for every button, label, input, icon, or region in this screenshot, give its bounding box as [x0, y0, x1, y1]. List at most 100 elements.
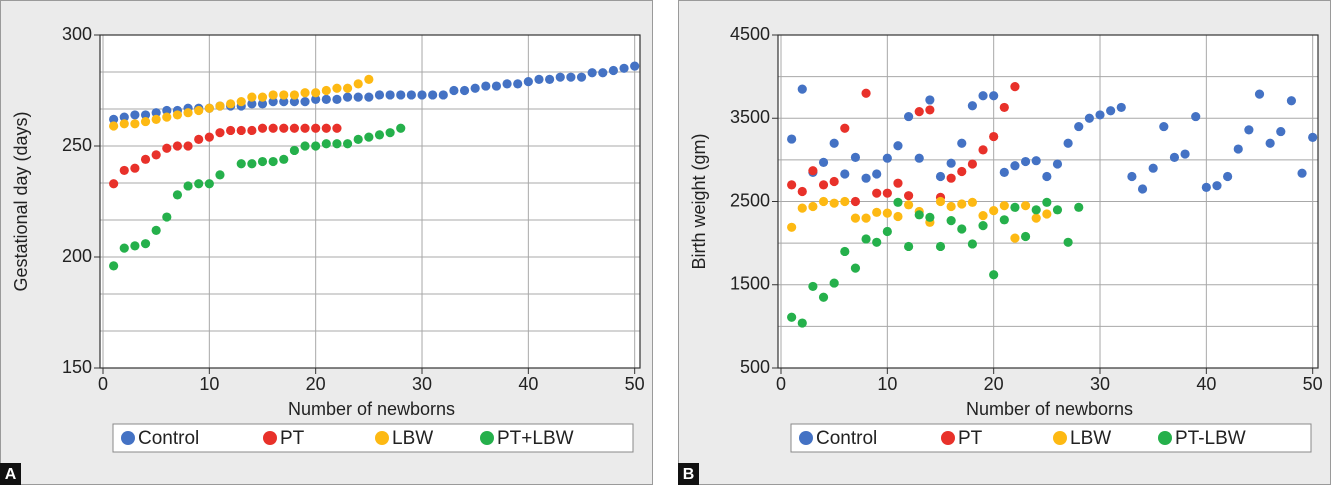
point: [1191, 111, 1201, 122]
y-tick-label: 300: [62, 24, 92, 44]
legend-marker: [121, 431, 135, 445]
point: [829, 176, 839, 187]
point: [268, 90, 278, 100]
point: [183, 141, 193, 151]
point: [872, 169, 882, 179]
point: [978, 145, 988, 155]
point: [109, 114, 119, 124]
point: [311, 94, 321, 104]
point: [140, 116, 151, 127]
point: [1201, 182, 1211, 192]
point: [914, 106, 924, 117]
point: [946, 158, 956, 168]
point: [1052, 159, 1063, 169]
point: [119, 165, 129, 176]
point: [279, 90, 289, 100]
point: [300, 97, 310, 107]
point: [438, 90, 448, 100]
point: [374, 90, 385, 100]
point: [999, 102, 1009, 113]
point: [1031, 205, 1041, 215]
point: [406, 90, 416, 100]
point: [882, 226, 892, 237]
point: [925, 95, 935, 105]
point: [1169, 152, 1180, 162]
point: [840, 246, 850, 257]
point: [247, 159, 257, 169]
point: [946, 173, 956, 183]
point: [162, 212, 172, 222]
legend-marker: [480, 431, 494, 445]
point: [576, 72, 587, 82]
point: [808, 201, 818, 212]
point: [850, 152, 861, 162]
point: [342, 92, 353, 102]
point: [289, 97, 300, 107]
point: [119, 119, 129, 129]
point: [449, 85, 459, 96]
point: [268, 156, 278, 167]
x-tick-label: 20: [306, 374, 326, 394]
point: [162, 112, 172, 122]
point: [279, 154, 289, 164]
point: [840, 196, 850, 207]
legend-label: PT+LBW: [497, 428, 574, 449]
point: [1031, 213, 1041, 223]
point: [428, 90, 438, 100]
legend-marker: [1053, 431, 1067, 445]
point: [787, 312, 797, 322]
point: [1148, 163, 1158, 173]
point: [829, 138, 839, 148]
point: [311, 88, 321, 98]
point: [1010, 202, 1020, 212]
point: [321, 139, 331, 149]
point: [989, 131, 999, 142]
point: [935, 196, 946, 207]
point: [300, 88, 310, 98]
point: [236, 97, 246, 107]
point: [257, 92, 268, 102]
point: [861, 173, 871, 183]
point: [630, 61, 640, 71]
point: [289, 90, 300, 100]
point: [904, 200, 914, 210]
point: [566, 72, 576, 82]
point: [1159, 121, 1169, 132]
y-tick-label: 3500: [730, 107, 770, 127]
point: [151, 108, 161, 118]
point: [946, 216, 956, 226]
point: [215, 170, 225, 180]
point: [1020, 231, 1031, 242]
point: [353, 79, 363, 89]
point: [957, 166, 967, 177]
point: [957, 224, 967, 234]
point: [1254, 89, 1265, 99]
point: [353, 134, 363, 144]
legend-marker: [799, 431, 813, 445]
point: [257, 123, 268, 133]
x-tick-label: 10: [877, 374, 897, 394]
x-tick-label: 40: [518, 374, 538, 394]
point: [808, 281, 818, 292]
panel-label-box: [0, 463, 21, 485]
point: [151, 225, 161, 235]
point: [999, 167, 1009, 177]
point: [247, 99, 257, 109]
point: [226, 99, 236, 109]
point: [989, 206, 999, 216]
point: [893, 197, 903, 207]
point: [904, 191, 914, 201]
point: [1137, 184, 1148, 194]
point: [204, 179, 214, 189]
point: [1010, 233, 1020, 243]
y-tick-label: 500: [740, 357, 770, 377]
legend-label: Control: [138, 428, 199, 449]
y-axis-title: Gestational day (days): [11, 111, 31, 291]
point: [109, 179, 119, 189]
point: [342, 83, 353, 93]
point: [1106, 106, 1116, 116]
point: [904, 111, 914, 122]
point: [882, 208, 892, 218]
point: [332, 139, 342, 149]
point: [861, 234, 871, 244]
